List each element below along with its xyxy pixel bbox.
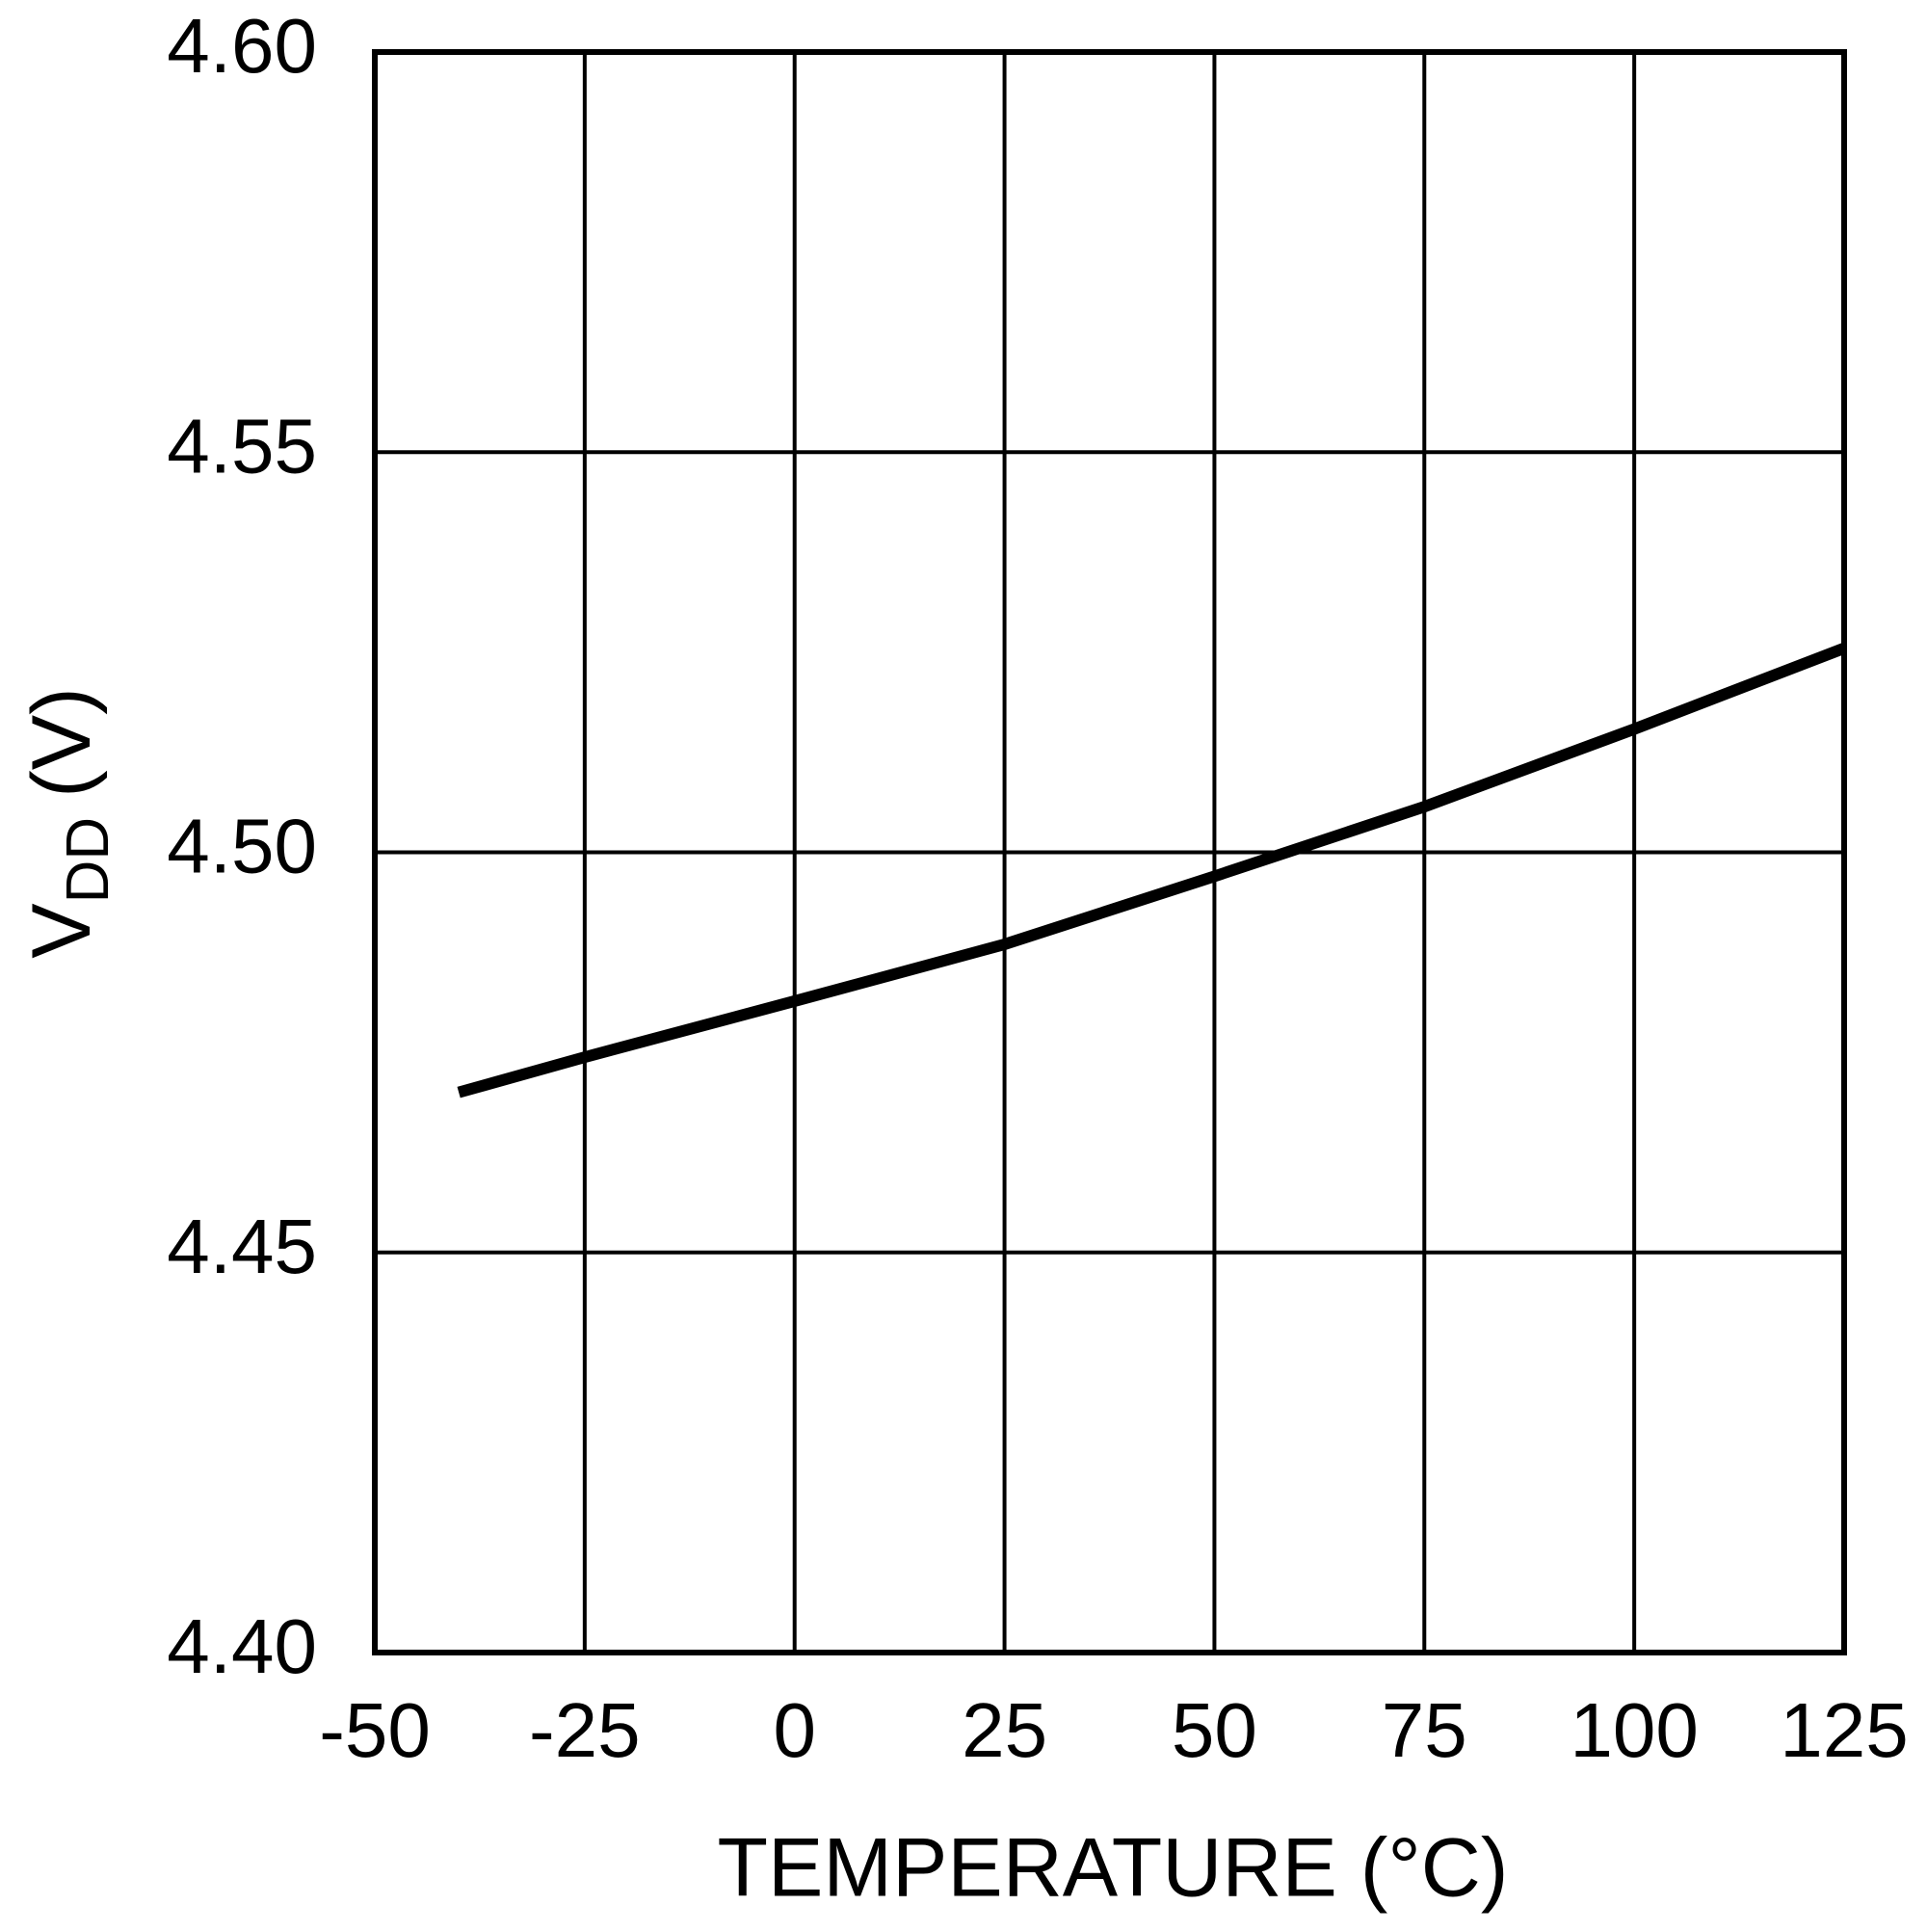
x-tick-label: 50 bbox=[1172, 1687, 1257, 1773]
y-tick-label: 4.60 bbox=[167, 3, 317, 89]
data-line bbox=[457, 643, 1847, 1098]
x-tick-label: 75 bbox=[1382, 1687, 1467, 1773]
x-tick-label: 125 bbox=[1780, 1687, 1908, 1773]
plot-frame bbox=[372, 49, 1847, 1655]
y-label-suffix: (V) bbox=[15, 687, 108, 798]
x-tick-label: 100 bbox=[1570, 1687, 1698, 1773]
x-tick-label: -25 bbox=[529, 1687, 641, 1773]
y-tick-label: 4.50 bbox=[167, 804, 317, 889]
y-tick-label: 4.55 bbox=[167, 403, 317, 489]
y-tick-label: 4.45 bbox=[167, 1204, 317, 1289]
x-tick-label: 0 bbox=[773, 1687, 816, 1773]
x-tick-label: -50 bbox=[319, 1687, 431, 1773]
y-axis-label: VDD (V) bbox=[15, 687, 122, 959]
y-label-subscript: DD bbox=[55, 817, 121, 904]
x-tick-label: 25 bbox=[962, 1687, 1047, 1773]
y-tick-label: 4.40 bbox=[167, 1603, 317, 1689]
y-label-main: V bbox=[15, 903, 108, 958]
x-axis-label: TEMPERATURE (°C) bbox=[717, 1822, 1508, 1915]
